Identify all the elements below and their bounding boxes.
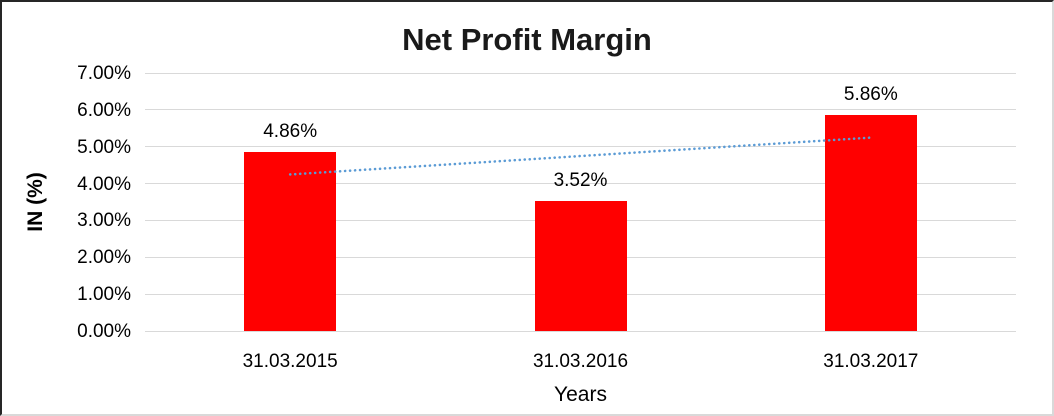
data-label: 3.52%: [553, 170, 608, 192]
y-tick-label: 0.00%: [77, 321, 131, 342]
gridline: [145, 146, 1016, 148]
x-category-label: 31.03.2017: [823, 351, 919, 372]
gridline: [145, 109, 1016, 111]
x-axis-title: Years: [554, 383, 607, 406]
y-tick-label: 5.00%: [77, 136, 131, 158]
gridline: [145, 183, 1016, 185]
y-tick-label: 6.00%: [77, 99, 131, 121]
data-label: 4.86%: [263, 120, 318, 142]
chart-title: Net Profit Margin: [402, 22, 652, 57]
bar-3: [824, 115, 917, 331]
y-tick-label: 1.00%: [77, 284, 131, 306]
y-tick-label: 7.00%: [77, 63, 131, 84]
gridline: [145, 330, 1016, 332]
bar-1: [244, 151, 337, 331]
y-tick-label: 2.00%: [77, 247, 131, 269]
gridline: [145, 72, 1016, 74]
trendline-path: [288, 136, 873, 176]
x-category-label: 31.03.2016: [532, 351, 629, 372]
x-category-label: 31.03.2015: [242, 351, 338, 372]
data-label: 5.86%: [843, 84, 898, 106]
plot-area: 4.86% 3.52% 5.86%: [145, 72, 1016, 332]
bar-2: [534, 201, 627, 331]
y-tick-label: 4.00%: [77, 173, 131, 195]
y-tick-label: 3.00%: [77, 210, 131, 232]
trendline: [288, 136, 873, 176]
